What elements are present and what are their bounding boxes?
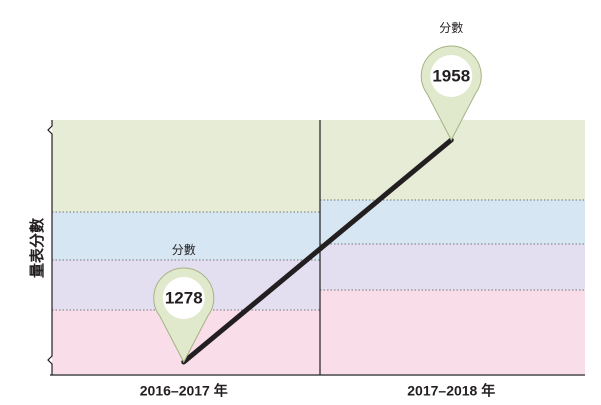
annotation: 分數 — [439, 21, 463, 35]
band — [320, 244, 585, 290]
band — [52, 120, 320, 212]
data-label: 1958 — [432, 66, 470, 85]
x-tick-label: 2017–2018 年 — [407, 383, 495, 399]
pin-center — [162, 277, 205, 319]
annotation: 分數 — [172, 243, 196, 257]
band — [320, 290, 585, 374]
x-tick-label: 2016–2017 年 — [140, 383, 228, 399]
y-axis — [47, 120, 53, 375]
band — [52, 212, 320, 260]
pin-center — [430, 55, 473, 97]
y-axis-label: 量表分數 — [28, 218, 46, 278]
data-label: 1278 — [165, 288, 203, 307]
band — [320, 200, 585, 244]
line — [181, 137, 454, 365]
